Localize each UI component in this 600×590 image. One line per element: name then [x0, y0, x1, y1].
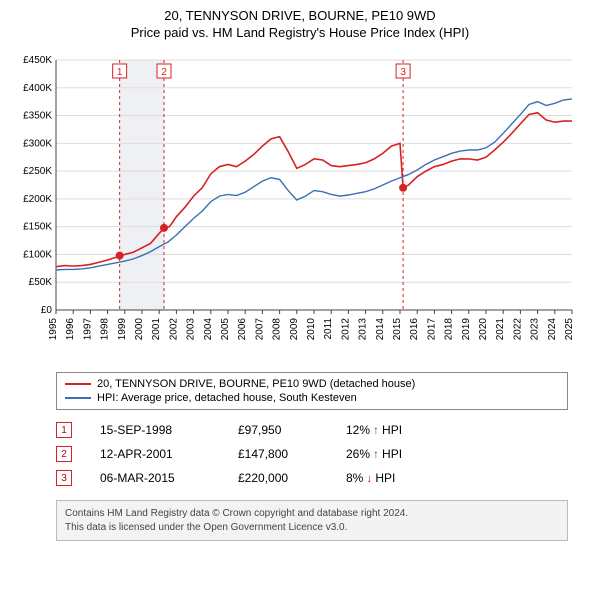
svg-text:2007: 2007	[254, 318, 265, 341]
svg-text:2010: 2010	[306, 318, 317, 341]
event-price: £147,800	[238, 447, 318, 461]
svg-text:2023: 2023	[530, 318, 541, 341]
svg-text:2009: 2009	[289, 318, 300, 341]
svg-text:£250K: £250K	[23, 166, 52, 177]
legend-label: HPI: Average price, detached house, Sout…	[97, 392, 357, 404]
event-price: £220,000	[238, 471, 318, 485]
event-date: 12-APR-2001	[100, 447, 210, 461]
event-delta-suffix: HPI	[375, 471, 395, 485]
svg-text:1998: 1998	[100, 318, 111, 341]
event-delta-arrow-icon: ↑	[373, 447, 379, 461]
legend-item: 20, TENNYSON DRIVE, BOURNE, PE10 9WD (de…	[65, 377, 559, 391]
event-row: 1 15-SEP-1998 £97,950 12%↑HPI	[56, 418, 568, 442]
event-delta: 12%↑HPI	[346, 423, 402, 437]
chart-title-sub: Price paid vs. HM Land Registry's House …	[12, 25, 588, 40]
svg-text:£300K: £300K	[23, 138, 52, 149]
svg-text:2003: 2003	[186, 318, 197, 341]
event-delta-suffix: HPI	[382, 423, 402, 437]
event-delta: 26%↑HPI	[346, 447, 402, 461]
event-marker: 3	[56, 470, 72, 486]
svg-text:2016: 2016	[409, 318, 420, 341]
svg-text:2015: 2015	[392, 318, 403, 341]
svg-text:1996: 1996	[65, 318, 76, 341]
event-delta: 8%↓HPI	[346, 471, 395, 485]
event-delta-pct: 12%	[346, 423, 370, 437]
svg-text:£350K: £350K	[23, 111, 52, 122]
event-price: £97,950	[238, 423, 318, 437]
event-marker: 2	[56, 446, 72, 462]
events-table: 115-SEP-1998£97,95012%↑HPI212-APR-2001£1…	[56, 418, 568, 490]
svg-text:2012: 2012	[340, 318, 351, 341]
svg-text:2022: 2022	[512, 318, 523, 341]
svg-text:2: 2	[161, 67, 167, 78]
event-row: 3 06-MAR-2015 £220,000 8%↓HPI	[56, 466, 568, 490]
svg-text:£150K: £150K	[23, 222, 52, 233]
svg-text:£0: £0	[41, 305, 53, 316]
svg-text:£100K: £100K	[23, 249, 52, 260]
svg-text:2006: 2006	[237, 318, 248, 341]
event-row: 2 12-APR-2001 £147,800 26%↑HPI	[56, 442, 568, 466]
svg-text:£450K: £450K	[23, 55, 52, 66]
legend-item: HPI: Average price, detached house, Sout…	[65, 391, 559, 405]
event-delta-pct: 26%	[346, 447, 370, 461]
attribution-line2: This data is licensed under the Open Gov…	[65, 521, 559, 535]
svg-text:2014: 2014	[375, 318, 386, 341]
svg-text:2001: 2001	[151, 318, 162, 341]
svg-text:2013: 2013	[358, 318, 369, 341]
event-date: 06-MAR-2015	[100, 471, 210, 485]
event-delta-arrow-icon: ↓	[366, 471, 372, 485]
svg-text:2005: 2005	[220, 318, 231, 341]
svg-text:2004: 2004	[203, 318, 214, 341]
svg-text:£50K: £50K	[29, 277, 53, 288]
svg-text:2011: 2011	[323, 318, 334, 340]
svg-text:1999: 1999	[117, 318, 128, 341]
svg-text:2017: 2017	[426, 318, 437, 341]
svg-text:1995: 1995	[48, 318, 59, 341]
legend-swatch	[65, 397, 91, 399]
chart-title-address: 20, TENNYSON DRIVE, BOURNE, PE10 9WD	[12, 8, 588, 23]
svg-text:2002: 2002	[168, 318, 179, 341]
svg-text:2020: 2020	[478, 318, 489, 341]
legend: 20, TENNYSON DRIVE, BOURNE, PE10 9WD (de…	[56, 372, 568, 410]
svg-text:1997: 1997	[82, 318, 93, 341]
attribution-line1: Contains HM Land Registry data © Crown c…	[65, 507, 559, 521]
svg-text:2025: 2025	[564, 318, 575, 341]
svg-text:£200K: £200K	[23, 194, 52, 205]
svg-text:2018: 2018	[444, 318, 455, 341]
legend-swatch	[65, 383, 91, 385]
svg-text:2008: 2008	[272, 318, 283, 341]
event-delta-suffix: HPI	[382, 447, 402, 461]
event-marker: 1	[56, 422, 72, 438]
svg-text:£400K: £400K	[23, 83, 52, 94]
event-delta-pct: 8%	[346, 471, 363, 485]
attribution-box: Contains HM Land Registry data © Crown c…	[56, 500, 568, 541]
svg-text:2024: 2024	[547, 318, 558, 341]
svg-text:2021: 2021	[495, 318, 506, 341]
chart-area: £0 £50K £100K £150K £200K £250K £300K £350K £400…	[12, 46, 588, 366]
legend-label: 20, TENNYSON DRIVE, BOURNE, PE10 9WD (de…	[97, 378, 415, 390]
svg-text:2000: 2000	[134, 318, 145, 341]
event-delta-arrow-icon: ↑	[373, 423, 379, 437]
svg-text:2019: 2019	[461, 318, 472, 341]
svg-text:1: 1	[117, 67, 123, 78]
line-chart-svg: £0 £50K £100K £150K £200K £250K £300K £350K £400…	[12, 46, 588, 366]
event-date: 15-SEP-1998	[100, 423, 210, 437]
svg-text:3: 3	[400, 67, 406, 78]
